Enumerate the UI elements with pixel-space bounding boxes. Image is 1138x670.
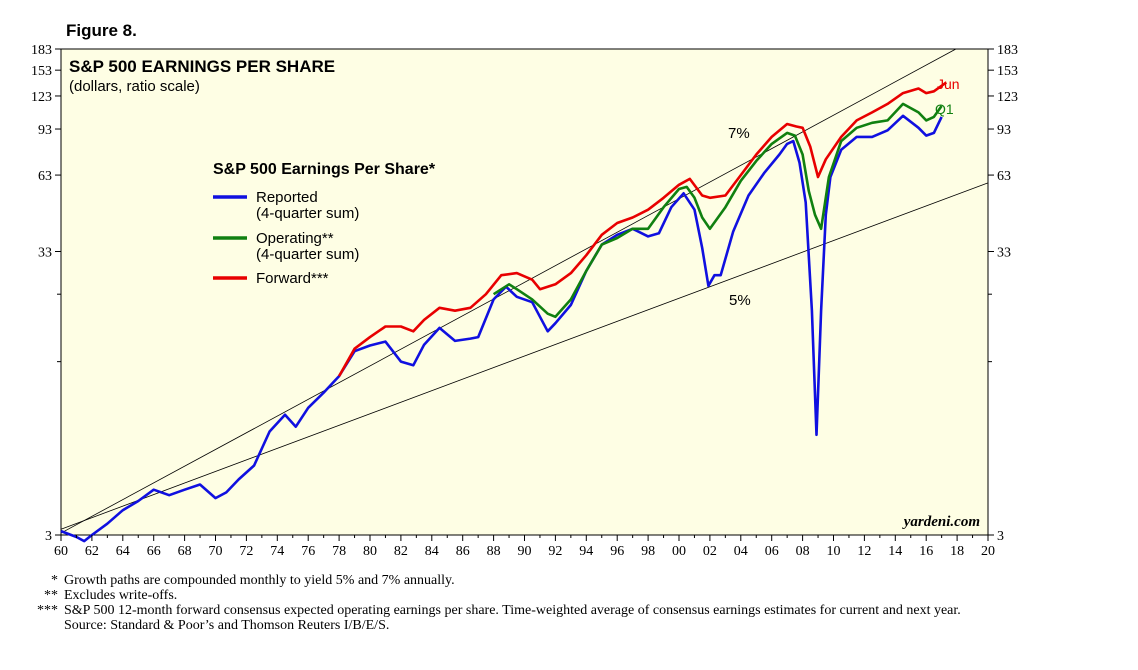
footnote-mark: *** xyxy=(37,603,58,618)
legend-sublabel-reported: (4-quarter sum) xyxy=(256,205,359,222)
growth-label-5pct: 5% xyxy=(729,292,751,309)
x-tick-label: 68 xyxy=(178,544,192,559)
chart-subtitle: (dollars, ratio scale) xyxy=(69,78,200,95)
x-tick-label: 96 xyxy=(610,544,624,559)
footnote-mark: ** xyxy=(44,588,58,603)
x-tick-label: 16 xyxy=(919,544,933,559)
x-tick-label: 86 xyxy=(456,544,470,559)
x-tick-label: 80 xyxy=(363,544,377,559)
x-tick-label: 84 xyxy=(425,544,439,559)
x-tick-label: 70 xyxy=(209,544,223,559)
watermark: yardeni.com xyxy=(902,514,980,530)
x-tick-label: 04 xyxy=(734,544,748,559)
y-tick-label-right: 183 xyxy=(997,43,1018,58)
x-tick-label: 14 xyxy=(888,544,902,559)
y-tick-label-left: 3 xyxy=(45,529,52,544)
legend-label-operating: Operating** xyxy=(256,230,334,247)
growth-line-0 xyxy=(60,48,957,534)
x-tick-label: 98 xyxy=(641,544,655,559)
y-tick-label-right: 3 xyxy=(997,529,1004,544)
chart-title: S&P 500 EARNINGS PER SHARE xyxy=(69,57,335,76)
x-tick-label: 60 xyxy=(54,544,68,559)
x-tick-label: 94 xyxy=(579,544,593,559)
y-tick-label-left: 93 xyxy=(38,123,52,138)
x-tick-label: 12 xyxy=(857,544,871,559)
x-tick-label: 06 xyxy=(765,544,779,559)
y-tick-label-left: 63 xyxy=(38,169,52,184)
legend-title: S&P 500 Earnings Per Share* xyxy=(213,161,436,178)
footnotes: * Growth paths are compounded monthly to … xyxy=(28,573,1028,633)
x-tick-label: 64 xyxy=(116,544,130,559)
x-tick-label: 08 xyxy=(796,544,810,559)
x-tick-label: 00 xyxy=(672,544,686,559)
footnote-mark xyxy=(28,618,64,633)
x-tick-label: 66 xyxy=(147,544,161,559)
footnote-row: Source: Standard & Poor’s and Thomson Re… xyxy=(28,618,1028,633)
figure-label: Figure 8. xyxy=(66,21,137,40)
y-tick-label-left: 183 xyxy=(31,43,52,58)
series-end-label-forward: Jun xyxy=(937,76,960,92)
series-line-forward xyxy=(337,81,948,377)
footnote-text: Source: Standard & Poor’s and Thomson Re… xyxy=(64,618,390,633)
x-tick-label: 10 xyxy=(827,544,841,559)
series-end-label-operating: Q1 xyxy=(935,101,954,117)
series-line-operating xyxy=(492,102,943,319)
x-tick-label: 72 xyxy=(239,544,253,559)
growth-paths xyxy=(60,48,989,534)
y-tick-label-right: 63 xyxy=(997,169,1011,184)
x-tick-label: 02 xyxy=(703,544,717,559)
legend: S&P 500 Earnings Per Share* Reported (4-… xyxy=(213,161,436,287)
y-tick-label-right: 153 xyxy=(997,64,1018,79)
x-tick-label: 20 xyxy=(981,544,995,559)
footnote-text: Growth paths are compounded monthly to y… xyxy=(64,573,455,588)
y-tick-label-right: 33 xyxy=(997,246,1011,261)
x-tick-label: 92 xyxy=(548,544,562,559)
x-tick-label: 74 xyxy=(270,544,284,559)
y-tick-label-right: 93 xyxy=(997,123,1011,138)
legend-label-forward: Forward*** xyxy=(256,270,329,287)
legend-label-reported: Reported xyxy=(256,189,318,206)
x-tick-label: 88 xyxy=(487,544,501,559)
footnote-text: S&P 500 12-month forward consensus expec… xyxy=(64,603,961,618)
growth-line-1 xyxy=(60,182,989,530)
legend-sublabel-operating: (4-quarter sum) xyxy=(256,246,359,263)
series-line-reported xyxy=(60,114,943,543)
footnote-text: Excludes write-offs. xyxy=(64,588,178,603)
footnote-row: * Growth paths are compounded monthly to … xyxy=(28,573,1028,588)
footnote-mark: * xyxy=(51,573,58,588)
y-tick-label-right: 123 xyxy=(997,90,1018,105)
plot-area xyxy=(60,48,989,536)
y-tick-label-left: 153 xyxy=(31,64,52,79)
x-tick-label: 18 xyxy=(950,544,964,559)
growth-label-7pct: 7% xyxy=(728,125,750,142)
y-tick-label-left: 123 xyxy=(31,90,52,105)
footnote-row: *** S&P 500 12-month forward consensus ex… xyxy=(28,603,1028,618)
x-tick-label: 62 xyxy=(85,544,99,559)
y-tick-label-left: 33 xyxy=(38,246,52,261)
series-lines xyxy=(60,81,948,543)
x-tick-label: 90 xyxy=(518,544,532,559)
x-tick-label: 82 xyxy=(394,544,408,559)
x-tick-label: 76 xyxy=(301,544,315,559)
x-tick-label: 78 xyxy=(332,544,346,559)
footnote-row: ** Excludes write-offs. xyxy=(28,588,1028,603)
